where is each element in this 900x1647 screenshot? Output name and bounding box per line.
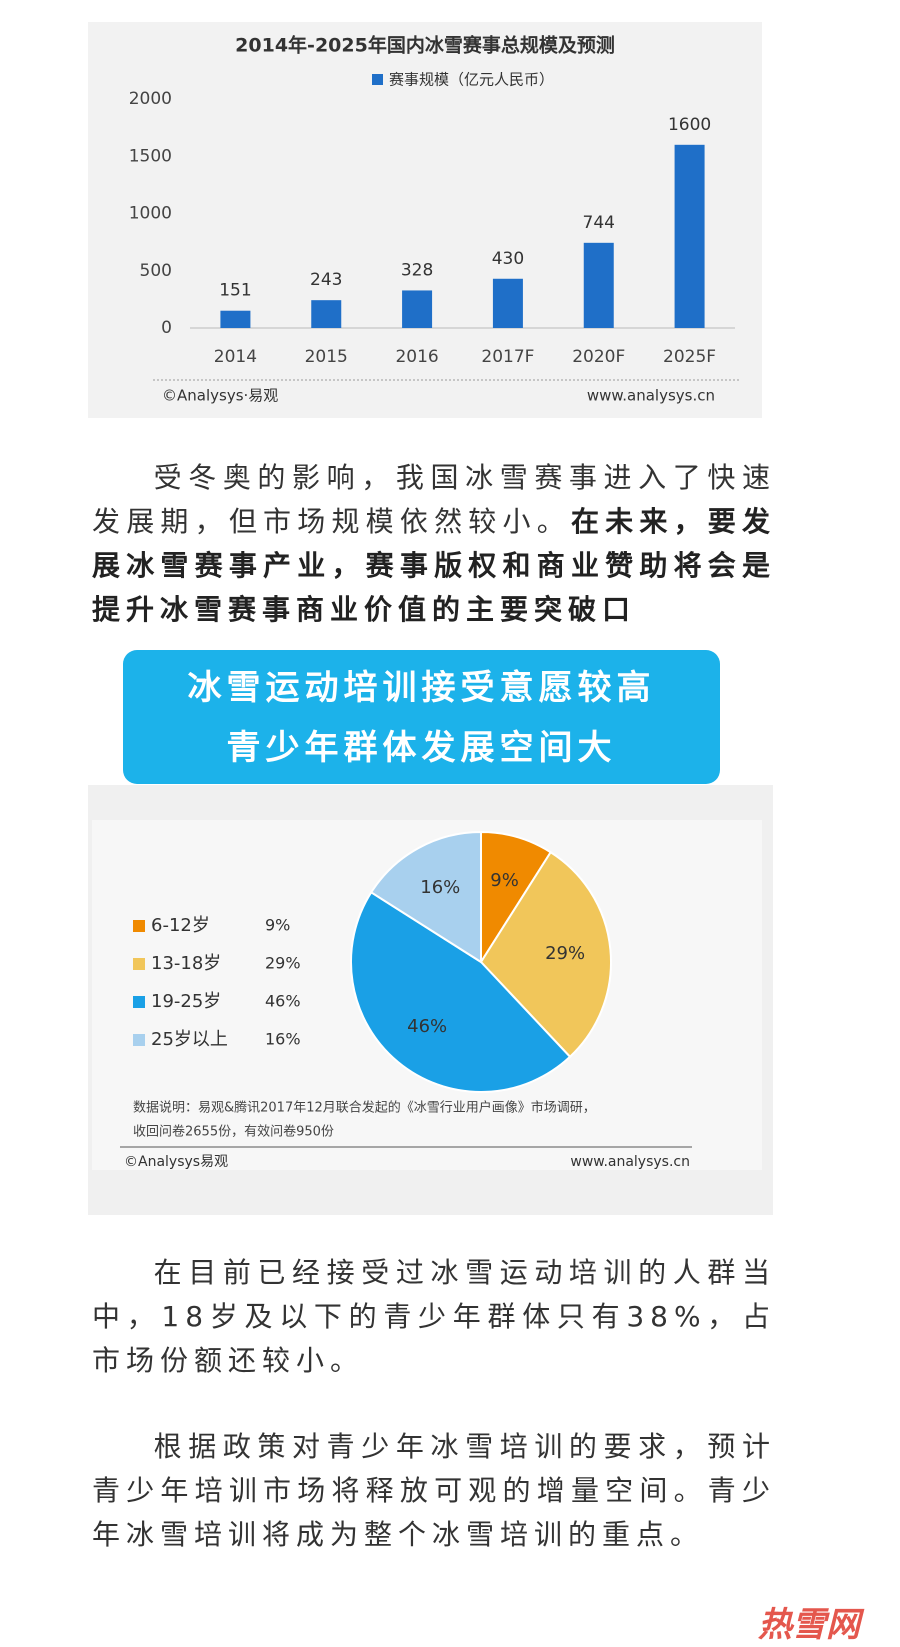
bar <box>311 300 342 328</box>
value-label: 328 <box>401 260 433 280</box>
legend-label: 赛事规模（亿元人民币） <box>389 71 554 89</box>
legend-value: 29% <box>265 954 301 973</box>
pie-slice <box>350 890 572 1093</box>
legend-swatch <box>133 1034 145 1046</box>
pie-slice <box>369 830 482 964</box>
bar <box>583 242 614 328</box>
banner-line: 冰雪运动培训接受意愿较高 <box>187 668 656 708</box>
text: 根据政策对青少年冰雪培训的要求，预计青少年培训市场将释放可观的增量空间。青少年冰… <box>92 1430 776 1551</box>
legend-label: 19-25岁 <box>151 991 221 1012</box>
slice-label: 46% <box>407 1016 447 1037</box>
y-tick-label: 500 <box>140 261 172 281</box>
source: ©Analysys·易观 <box>162 387 278 405</box>
slice-label: 29% <box>545 943 585 964</box>
source: ©Analysys易观 <box>124 1154 228 1170</box>
legend-value: 46% <box>265 992 301 1011</box>
x-tick-label: 2025F <box>663 347 716 367</box>
pie-slice <box>479 850 612 1059</box>
banner: 冰雪运动培训接受意愿较高 青少年群体发展空间大 <box>123 650 720 784</box>
website: www.analysys.cn <box>587 387 715 405</box>
bar <box>674 144 705 328</box>
x-tick-label: 2014 <box>214 347 257 367</box>
legend-label: 6-12岁 <box>151 915 210 936</box>
text: 受冬奥的影响，我国冰雪赛事进入了快速发展期，但市场规模依然较小。 <box>92 461 776 538</box>
value-label: 430 <box>492 249 524 269</box>
legend-label: 25岁以上 <box>151 1029 228 1050</box>
value-label: 243 <box>310 270 342 290</box>
value-label: 744 <box>583 213 615 233</box>
legend-swatch <box>133 958 145 970</box>
y-tick-label: 1000 <box>129 204 172 224</box>
y-tick-label: 0 <box>161 318 172 338</box>
banner-line: 青少年群体发展空间大 <box>226 728 617 768</box>
slice-label: 16% <box>420 877 460 898</box>
slice-label: 9% <box>490 870 519 891</box>
value-label: 151 <box>219 281 251 301</box>
note: 收回问卷2655份，有效问卷950份 <box>133 1124 334 1140</box>
legend-value: 16% <box>265 1030 301 1049</box>
value-label: 1600 <box>668 115 711 135</box>
y-tick-label: 1500 <box>129 146 172 166</box>
chart-panel <box>88 22 762 418</box>
x-tick-label: 2015 <box>305 347 348 367</box>
legend-value: 9% <box>265 916 290 935</box>
paragraph: 在目前已经接受过冰雪运动培训的人群当中，18岁及以下的青少年群体只有38%，占市… <box>92 1251 776 1383</box>
legend-swatch <box>372 74 383 85</box>
chart-title: 2014年-2025年国内冰雪赛事总规模及预测 <box>235 34 615 57</box>
x-tick-label: 2016 <box>395 347 438 367</box>
legend-swatch <box>133 996 145 1008</box>
bar <box>492 278 523 328</box>
watermark: 热雪网 <box>758 1605 860 1645</box>
bar <box>402 290 433 328</box>
y-tick-label: 2000 <box>129 89 172 109</box>
x-tick-label: 2017F <box>481 347 534 367</box>
legend-swatch <box>133 920 145 932</box>
paragraph: 根据政策对青少年冰雪培训的要求，预计青少年培训市场将释放可观的增量空间。青少年冰… <box>92 1425 776 1557</box>
x-tick-label: 2020F <box>572 347 625 367</box>
website: www.analysys.cn <box>570 1154 690 1170</box>
legend-label: 13-18岁 <box>151 953 221 974</box>
text: 在目前已经接受过冰雪运动培训的人群当中，18岁及以下的青少年群体只有38%，占市… <box>92 1256 776 1377</box>
paragraph: 受冬奥的影响，我国冰雪赛事进入了快速发展期，但市场规模依然较小。在未来，要发展冰… <box>92 456 776 632</box>
bar <box>220 310 251 328</box>
emphasis: 在未来，要发展冰雪赛事产业，赛事版权和商业赞助将会是提升冰雪赛事商业价值的主要突… <box>92 505 776 626</box>
note: 数据说明：易观&腾讯2017年12月联合发起的《冰雪行业用户画像》市场调研， <box>133 1100 596 1116</box>
